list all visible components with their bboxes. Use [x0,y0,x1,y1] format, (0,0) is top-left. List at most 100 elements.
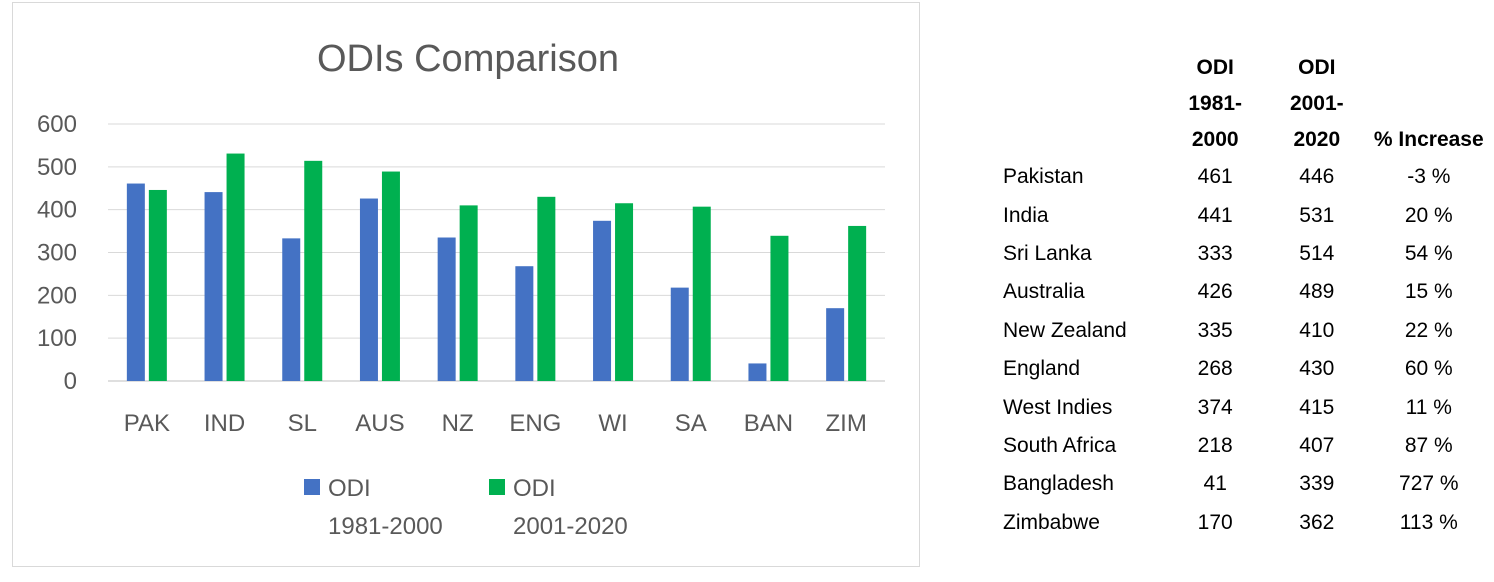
country-cell: Australia [1003,280,1085,304]
chart-panel: ODIs Comparison 0 100 200 300 400 500 600 PAK IN… [12,2,920,567]
x-tick-label: NZ [442,410,474,437]
value-cell: 22 % [1404,318,1453,342]
bar-ban-series-2 [770,235,789,381]
x-tick-label: AUS [355,410,404,437]
country-cell: West Indies [1003,395,1113,419]
y-tick-label: 500 [37,154,77,181]
table-header-cell [990,50,1164,158]
value-cell: 170 [1197,510,1233,534]
y-tick-label: 600 [37,111,77,138]
legend-label-series-1: 1981-2000 [328,513,443,540]
bar-ban-series-1 [748,363,767,381]
x-tick-label: ENG [509,410,561,437]
country-cell: Zimbabwe [1003,510,1100,534]
bar-pak-series-2 [148,189,167,381]
x-tick-label: PAK [124,410,170,437]
value-cell: 113 % [1399,510,1458,534]
x-tick-label: SA [675,410,707,437]
value-cell: 268 [1197,357,1233,381]
table-body: Pakistan 461 446 -3 % India 441 531 20 % Sri Lan… [990,158,1490,542]
table-row: Australia 426 489 15 % [990,273,1490,311]
value-cell: 60 % [1404,357,1453,381]
value-cell: 514 [1299,241,1335,265]
table-row: West Indies 374 415 11 % [990,388,1490,426]
bar-ind-series-2 [226,153,245,381]
legend-swatch-series-2 [489,479,505,495]
value-cell: -3 % [1407,165,1451,189]
x-tick-label: IND [204,410,245,437]
table-row: Zimbabwe 170 362 113 % [990,504,1490,542]
table-row: South Africa 218 407 87 % [990,427,1490,465]
bar-aus-series-1 [359,198,378,381]
table-row: New Zealand 335 410 22 % [990,312,1490,350]
chart-title: ODIs Comparison [317,38,619,80]
value-cell: 335 [1197,318,1233,342]
y-tick-label: 200 [37,282,77,309]
value-cell: 489 [1299,280,1335,304]
value-cell: 415 [1299,395,1335,419]
value-cell: 54 % [1404,241,1453,265]
data-table-panel: ODI 1981- 2000 ODI 2001- 2020 % Increase Pakis… [990,50,1490,542]
odi-data-table: ODI 1981- 2000 ODI 2001- 2020 % Increase Pakis… [990,50,1490,542]
bar-eng-series-2 [537,196,556,381]
value-cell: 727 % [1399,472,1459,496]
bar-zim-series-2 [848,225,867,381]
value-cell: 339 [1299,472,1335,496]
country-cell: South Africa [1003,433,1117,457]
bar-aus-series-2 [381,171,400,381]
value-cell: 430 [1299,357,1335,381]
value-cell: 11 % [1405,395,1452,419]
bar-eng-series-1 [515,266,534,381]
table-row: India 441 531 20 % [990,196,1490,234]
country-cell: Bangladesh [1003,472,1114,496]
legend-label-series-2: ODI [513,475,556,502]
y-tick-label: 400 [37,197,77,224]
legend-swatch-series-1 [304,479,320,495]
value-cell: 362 [1299,510,1335,534]
x-tick-label: BAN [744,410,793,437]
value-cell: 461 [1197,165,1233,189]
bar-ind-series-1 [204,192,223,381]
bar-nz-series-2 [459,205,478,381]
x-tick-label: ZIM [825,410,866,437]
bar-sl-series-1 [282,238,301,381]
y-tick-label: 300 [37,240,77,267]
y-tick-label: 0 [64,368,77,395]
table-row: England 268 430 60 % [990,350,1490,388]
value-cell: 531 [1299,203,1335,227]
bar-chart: ODIs Comparison 0 100 200 300 400 500 600 PAK IN… [37,38,885,540]
value-cell: 441 [1197,203,1233,227]
value-cell: 41 [1203,472,1227,496]
value-cell: 446 [1299,165,1335,189]
country-cell: Sri Lanka [1003,241,1092,265]
value-cell: 410 [1299,318,1335,342]
table-header-cell: % Increase [1373,128,1484,151]
bar-sa-series-1 [670,287,689,381]
bar-pak-series-1 [126,183,145,381]
table-header-cell: ODI 1981- 2000 [1188,56,1243,151]
value-cell: 407 [1299,433,1335,457]
value-cell: 15 % [1404,280,1453,304]
value-cell: 218 [1197,433,1233,457]
y-tick-label: 100 [37,325,77,352]
table-row: Sri Lanka 333 514 54 % [990,235,1490,273]
table-header-row: ODI 1981- 2000 ODI 2001- 2020 % Increase [990,50,1490,158]
table-row: Bangladesh 41 339 727 % [990,465,1490,503]
bar-zim-series-1 [826,308,845,381]
bar-sa-series-2 [692,206,711,381]
value-cell: 374 [1197,395,1233,419]
table-header-cell: ODI 2001- 2020 [1289,56,1344,151]
value-cell: 20 % [1404,203,1453,227]
bar-wi-series-2 [615,203,634,381]
x-tick-label: SL [288,410,317,437]
country-cell: New Zealand [1003,318,1127,342]
legend-label-series-2: 2001-2020 [513,513,628,540]
value-cell: 87 % [1404,433,1453,457]
legend-label-series-1: ODI [328,475,371,502]
country-cell: England [1003,357,1081,381]
table-row: Pakistan 461 446 -3 % [990,158,1490,196]
x-tick-label: WI [598,410,627,437]
country-cell: India [1003,203,1049,227]
country-cell: Pakistan [1003,165,1084,189]
bar-wi-series-1 [593,220,612,381]
